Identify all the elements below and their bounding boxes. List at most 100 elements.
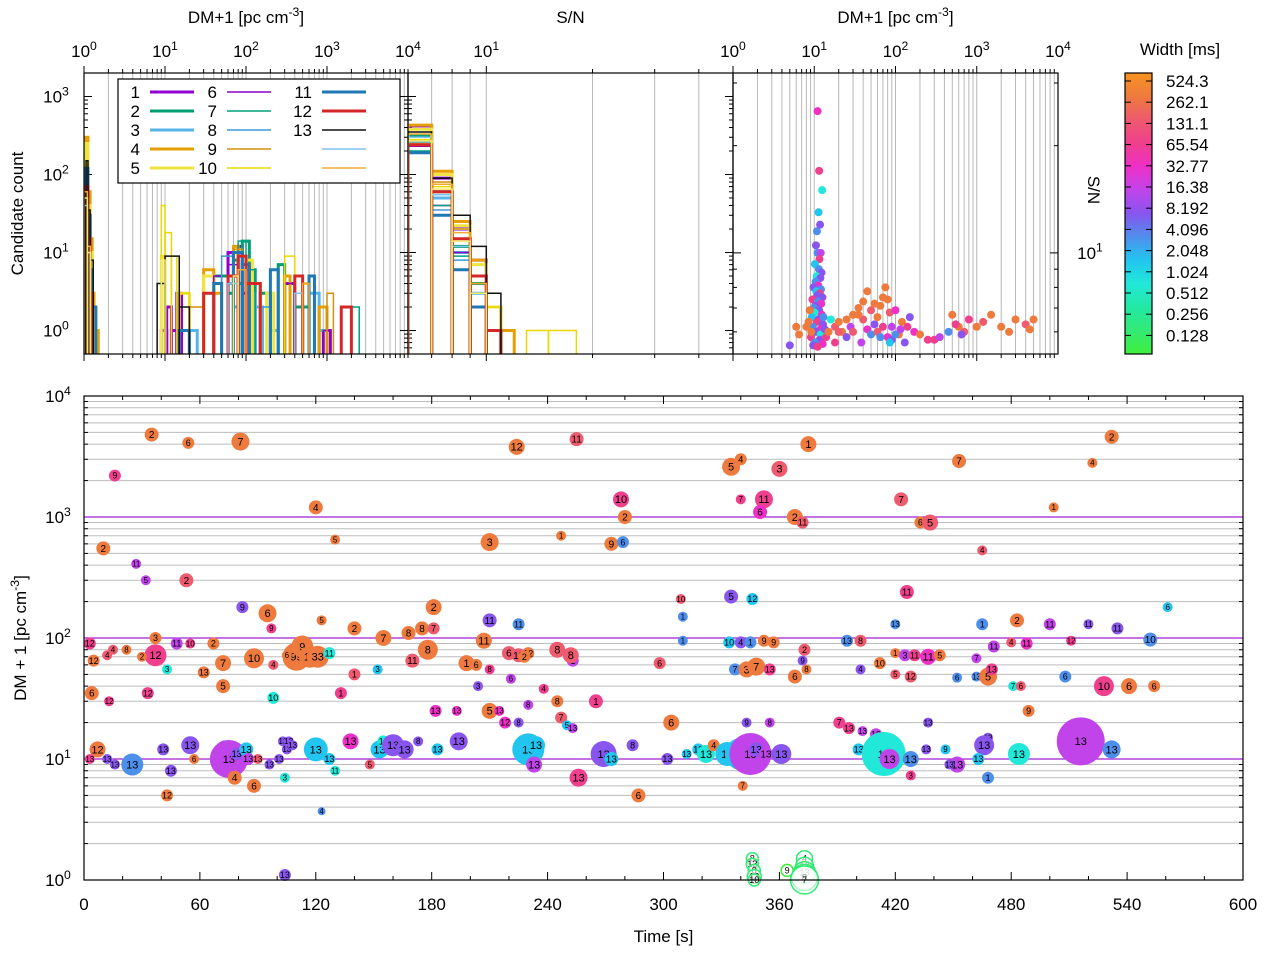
bubble-point-label: 6 (474, 660, 479, 670)
bubble-x-tick-label: 120 (302, 895, 330, 914)
bubble-point (653, 657, 666, 670)
dm-hist-bar (301, 282, 310, 354)
scatter-point (819, 313, 828, 322)
bubble-point (1056, 717, 1105, 766)
bubble-point-label: 2 (149, 430, 155, 441)
bubble-point-label: 13 (858, 727, 867, 736)
bubble-point-label: 11 (989, 642, 998, 652)
legend-label: 11 (294, 83, 312, 102)
bubble-point (1009, 613, 1024, 628)
bubble-x-tick-label: 540 (1113, 895, 1141, 914)
sn-hist-x-axis-label: S/N (556, 8, 584, 27)
bubble-point-label: 13 (126, 759, 138, 771)
bubble-point (735, 494, 746, 505)
scatter-point (923, 335, 932, 344)
sn-hist-bar (430, 213, 454, 354)
bubble-point (971, 653, 982, 664)
scatter-point (948, 310, 957, 319)
bubble-point (933, 649, 946, 662)
bubble-point (852, 743, 865, 756)
bubble-point (1143, 632, 1158, 647)
bubble-point-label: 13 (253, 755, 262, 764)
bubble-point (96, 541, 111, 556)
bubble-point (798, 643, 811, 656)
bubble-point (757, 634, 770, 647)
scatter-point (900, 338, 909, 347)
bubble-point (796, 516, 809, 529)
bubble-point (734, 636, 747, 649)
bubble-point-label: 4 (738, 454, 743, 464)
bubble-point (102, 754, 113, 764)
bubble-point (527, 736, 546, 755)
dm-hist-bar (326, 292, 335, 354)
bubble-point (481, 702, 498, 719)
bubble-point (890, 648, 901, 659)
bubble-point-label: 3 (153, 633, 158, 643)
bubble-point-label: 4 (232, 773, 238, 784)
bubble-point (121, 753, 144, 776)
bubble-point-label: 5 (144, 576, 149, 585)
bubble-point (921, 744, 932, 755)
bubble-point (334, 687, 347, 700)
bubble-point-label: 11 (571, 435, 582, 446)
bubble-point (207, 637, 220, 650)
bubble-point-label: 13 (905, 754, 917, 766)
scatter-point (854, 304, 863, 313)
bubble-point (89, 741, 106, 758)
bubble-point-label: 13 (842, 636, 852, 646)
colorbar-title: Width [ms] (1140, 40, 1220, 59)
bubble-point (413, 736, 424, 747)
bubble-point-label: 2 (140, 653, 145, 662)
bubble-x-axis-label: Time [s] (634, 927, 694, 946)
bubble-point (898, 649, 911, 662)
bubble-point-label: 10 (615, 494, 627, 506)
bubble-point-label: 5 (985, 671, 991, 683)
scatter-point (813, 107, 822, 116)
scatter-x-tick-label: 102 (883, 39, 909, 61)
bubble-point (505, 673, 516, 684)
bubble-point-label: 1 (748, 638, 753, 648)
bubble-point-label: 13 (922, 745, 931, 754)
bubble-point-label: 13 (399, 744, 411, 756)
bubble-point-label: 12 (906, 672, 916, 682)
bubble-point-label: 13 (530, 740, 542, 752)
bubble-point (842, 722, 855, 735)
bubble-point (317, 807, 326, 816)
bubble-point-label: 13 (978, 740, 990, 752)
bubble-point-label: 2 (1109, 432, 1115, 443)
sn-hist-bar (451, 259, 471, 354)
legend-label: 6 (208, 83, 217, 102)
scatter-point (842, 333, 851, 342)
bubble-point (415, 621, 430, 636)
scatter-point (891, 306, 900, 315)
dm-hist-y-axis-label: Candidate count (8, 151, 27, 275)
bubble-point-label: 12 (1067, 636, 1076, 645)
bubble-point-label: 11 (798, 518, 807, 528)
bubble-point-label: 2 (101, 544, 107, 555)
bubble-point-label: 13 (765, 665, 775, 675)
bubble-point (604, 536, 619, 551)
scatter-point (881, 283, 890, 292)
bubble-point (1083, 619, 1094, 630)
bubble-point (258, 604, 277, 623)
bubble-point (879, 749, 900, 769)
legend-label: 7 (208, 102, 217, 121)
dm-hist-bar (307, 274, 316, 354)
scatter-point (915, 330, 924, 339)
bubble-point (473, 681, 484, 692)
bubble-point-label: 13 (85, 755, 94, 764)
sn-hist-bar (499, 329, 516, 354)
bubble-point (569, 768, 588, 787)
bubble-point-label: 1 (805, 439, 811, 451)
bubble-point (555, 711, 568, 724)
bubble-point-label: 33 (312, 652, 324, 664)
bubble-point-label: 11 (910, 650, 919, 660)
sn-hist-bar (469, 245, 488, 354)
scatter-point (891, 330, 900, 339)
bubble-point-label: 2 (431, 602, 437, 614)
bubble-x-tick-label: 60 (190, 895, 209, 914)
scatter-point (812, 227, 821, 236)
dm-hist-bar (283, 274, 292, 354)
scatter-point (987, 310, 996, 319)
